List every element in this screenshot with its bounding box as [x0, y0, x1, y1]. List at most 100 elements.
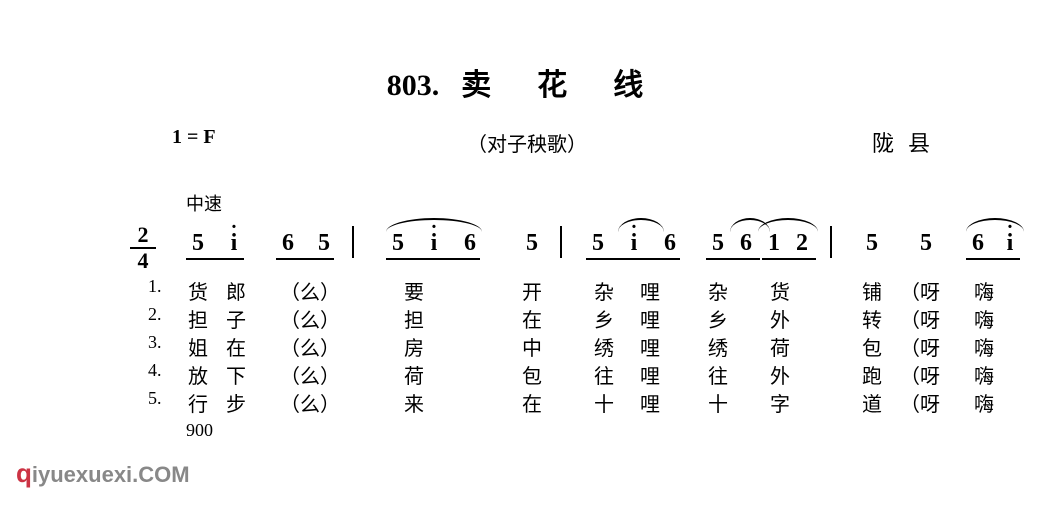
syllable: 开 [510, 276, 554, 305]
syllable: （呀 [898, 304, 942, 333]
slur [758, 218, 818, 232]
time-signature: 2 4 [130, 224, 156, 272]
verse-number: 2. [148, 304, 162, 325]
barline [560, 226, 562, 258]
syllable: 嗨 [962, 276, 1006, 305]
syllable: 在 [510, 388, 554, 417]
lyric-row-2: 2. 担 子 （么） 担 在 乡 哩 乡 外 转 （呀 嗨 [130, 304, 950, 332]
syllable: 子 [214, 304, 258, 333]
tempo-marking: 中速 [186, 190, 222, 216]
beam [966, 258, 1020, 260]
syllable: 嗨 [962, 388, 1006, 417]
syllable: （么） [280, 360, 324, 389]
note: 5 [586, 230, 610, 257]
region-label: 陇县 [872, 126, 944, 158]
page-number: 900 [186, 420, 213, 441]
syllable: 转 [850, 304, 894, 333]
syllable: 十 [696, 388, 740, 417]
beam [586, 258, 680, 260]
syllable: （呀 [898, 360, 942, 389]
note: 5 [186, 230, 210, 257]
syllable: 荷 [392, 360, 436, 389]
note: 2 [790, 230, 814, 257]
barline [352, 226, 354, 258]
note: 5 [914, 230, 938, 257]
note: 5 [706, 230, 730, 257]
music-score-page: 803.卖花线 （对子秧歌） 1 = F 陇县 中速 2 4 5 i 6 5 5… [0, 0, 1054, 505]
syllable: 乡 [696, 304, 740, 333]
timesig-bottom: 4 [130, 249, 156, 272]
syllable: 外 [758, 304, 802, 333]
note: 5 [520, 230, 544, 257]
syllable: 十 [582, 388, 626, 417]
syllable: 包 [510, 360, 554, 389]
syllable: 嗨 [962, 304, 1006, 333]
syllable: 乡 [582, 304, 626, 333]
syllable: 中 [510, 332, 554, 361]
syllable: 杂 [582, 276, 626, 305]
title-number: 803. [387, 69, 440, 102]
title: 803.卖花线 [0, 60, 1054, 104]
note: i [998, 230, 1022, 257]
syllable: 担 [392, 304, 436, 333]
lyric-row-4: 4. 放 下 （么） 荷 包 往 哩 往 外 跑 （呀 嗨 [130, 360, 950, 388]
syllable: 字 [758, 388, 802, 417]
timesig-top: 2 [130, 224, 156, 249]
title-char-1: 卖 [461, 69, 493, 102]
syllable: 绣 [696, 332, 740, 361]
syllable: 铺 [850, 276, 894, 305]
verse-number: 3. [148, 332, 162, 353]
syllable: （么） [280, 304, 324, 333]
syllable: 绣 [582, 332, 626, 361]
syllable: 嗨 [962, 332, 1006, 361]
key-signature: 1 = F [172, 126, 216, 149]
syllable: 哩 [628, 388, 672, 417]
syllable: 要 [392, 276, 436, 305]
syllable: 往 [582, 360, 626, 389]
note: 6 [966, 230, 990, 257]
syllable: 哩 [628, 360, 672, 389]
syllable: （么） [280, 388, 324, 417]
verse-number: 1. [148, 276, 162, 297]
lyric-row-3: 3. 姐 在 （么） 房 中 绣 哩 绣 荷 包 （呀 嗨 [130, 332, 950, 360]
syllable: 杂 [696, 276, 740, 305]
watermark-q: q [16, 458, 32, 488]
beam [706, 258, 760, 260]
syllable: 道 [850, 388, 894, 417]
syllable: （呀 [898, 332, 942, 361]
syllable: 货 [758, 276, 802, 305]
note: 5 [312, 230, 336, 257]
note: i [422, 230, 446, 257]
watermark-text: iyuexuexi.COM [32, 462, 190, 487]
syllable: 下 [214, 360, 258, 389]
syllable: （么） [280, 276, 324, 305]
syllable: 郎 [214, 276, 258, 305]
note: 6 [734, 230, 758, 257]
beam [386, 258, 480, 260]
syllable: 哩 [628, 304, 672, 333]
music-notation-row: 2 4 5 i 6 5 5 i 6 5 5 i 6 5 6 1 2 5 5 6 … [130, 224, 950, 274]
syllable: 在 [510, 304, 554, 333]
lyric-row-1: 1. 货 郎 （么） 要 开 杂 哩 杂 货 铺 （呀 嗨 [130, 276, 950, 304]
barline [830, 226, 832, 258]
slur [386, 218, 482, 232]
syllable: 外 [758, 360, 802, 389]
verse-number: 4. [148, 360, 162, 381]
note: 1 [762, 230, 786, 257]
title-char-2: 花 [537, 69, 569, 102]
beam [762, 258, 816, 260]
syllable: 跑 [850, 360, 894, 389]
note: 5 [860, 230, 884, 257]
beam [186, 258, 244, 260]
note: 6 [658, 230, 682, 257]
note: 6 [276, 230, 300, 257]
syllable: 往 [696, 360, 740, 389]
syllable: 在 [214, 332, 258, 361]
syllable: 步 [214, 388, 258, 417]
note: 6 [458, 230, 482, 257]
syllable: 荷 [758, 332, 802, 361]
syllable: （么） [280, 332, 324, 361]
lyric-row-5: 5. 行 步 （么） 来 在 十 哩 十 字 道 （呀 嗨 [130, 388, 950, 416]
verse-number: 5. [148, 388, 162, 409]
syllable: 哩 [628, 276, 672, 305]
